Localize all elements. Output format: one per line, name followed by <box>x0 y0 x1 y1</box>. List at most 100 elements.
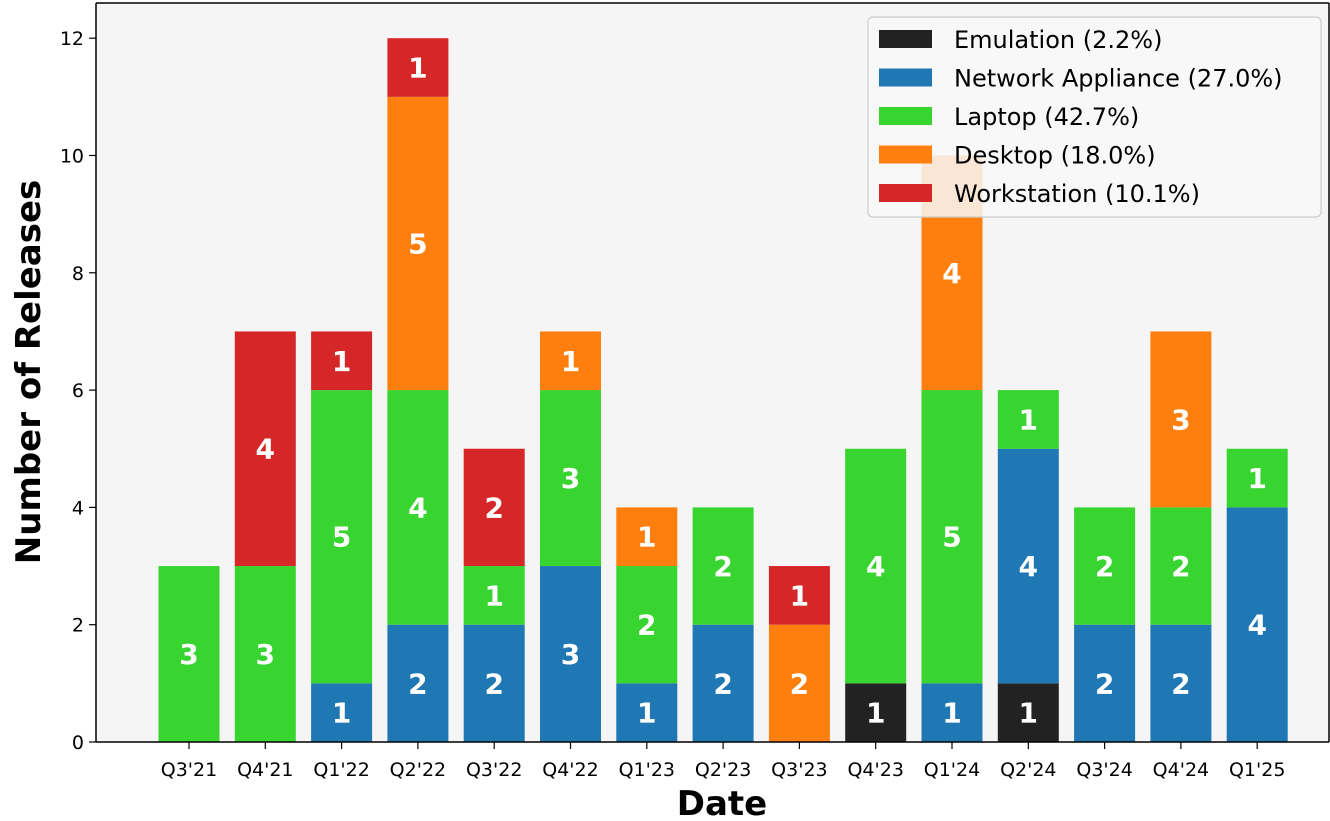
bar-value-label: 2 <box>1095 550 1114 583</box>
bar-value-label: 2 <box>484 667 503 700</box>
bar-value-label: 1 <box>332 345 351 378</box>
bar-value-label: 1 <box>942 697 961 730</box>
bar-value-label: 5 <box>942 521 961 554</box>
y-tick-label: 8 <box>72 263 84 285</box>
bar-segment <box>1074 507 1136 625</box>
bar-value-label: 4 <box>408 491 427 524</box>
y-tick-label: 4 <box>72 497 84 519</box>
bar-segment <box>1226 507 1288 742</box>
bar-segment <box>768 566 830 625</box>
legend-box <box>867 16 1322 218</box>
bar-value-label: 5 <box>332 521 351 554</box>
legend-label: Laptop (42.7%) <box>954 103 1139 131</box>
bar-segment <box>234 566 296 742</box>
bar-segment <box>540 566 601 742</box>
bar-segment <box>311 390 373 684</box>
bar-value-label: 4 <box>942 257 961 290</box>
bar-segment <box>616 507 678 567</box>
bar-segment <box>387 96 449 391</box>
bar-segment <box>616 566 678 684</box>
x-tick-label: Q3'23 <box>771 759 827 781</box>
bar-segment <box>997 448 1059 684</box>
bar-value-label: 1 <box>561 345 580 378</box>
y-axis-title: Number of Releases <box>9 180 49 565</box>
bars-group <box>158 38 1288 742</box>
bar-segment <box>387 624 449 742</box>
y-tick-label: 0 <box>72 732 84 754</box>
bar-segment <box>311 331 373 391</box>
bar-value-label: 1 <box>484 579 503 612</box>
x-tick-label: Q4'24 <box>1153 759 1209 781</box>
bar-value-label: 1 <box>1019 403 1038 436</box>
bar-segment <box>1150 331 1212 508</box>
bar-segment <box>1074 624 1136 742</box>
bar-labels-group: 3 3 4 1 5 1 2 4 5 1 2 1 2 3 3 1 1 2 1 2 2 2 1 1 4 1 5 4 1 4 1 2 2 2 2 3 4 1 <box>179 52 1267 730</box>
bar-value-label: 1 <box>790 579 809 612</box>
legend-label: Emulation (2.2%) <box>954 26 1162 54</box>
legend-label: Desktop (18.0%) <box>954 142 1156 170</box>
bar-segment <box>692 624 754 742</box>
x-tick-label: Q1'23 <box>619 759 675 781</box>
x-tick-label: Q1'25 <box>1229 759 1285 781</box>
bar-segment <box>845 683 907 742</box>
legend-swatch <box>879 145 932 164</box>
legend-label: Workstation (10.1%) <box>954 180 1200 208</box>
y-tick-label: 6 <box>72 380 84 402</box>
bar-value-label: 2 <box>408 667 427 700</box>
bar-value-label: 1 <box>1019 697 1038 730</box>
bar-value-label: 5 <box>408 227 427 260</box>
x-tick-label: Q4'22 <box>542 759 598 781</box>
bar-segment <box>540 331 601 391</box>
x-tick-label: Q1'22 <box>313 759 369 781</box>
x-tick-label: Q2'22 <box>390 759 446 781</box>
bar-value-label: 4 <box>866 550 885 583</box>
bar-value-label: 3 <box>1171 403 1190 436</box>
bar-segment <box>616 683 678 742</box>
bar-value-label: 3 <box>179 638 198 671</box>
bar-value-label: 1 <box>637 521 656 554</box>
bar-value-label: 4 <box>1247 609 1266 642</box>
x-tick-label: Q3'24 <box>1076 759 1132 781</box>
bar-segment <box>311 683 373 742</box>
bar-segment <box>463 448 525 567</box>
bar-segment <box>463 624 525 742</box>
bar-value-label: 1 <box>1247 462 1266 495</box>
bar-value-label: 1 <box>637 697 656 730</box>
bar-value-label: 2 <box>637 609 656 642</box>
bar-value-label: 3 <box>256 638 275 671</box>
legend-swatch <box>879 68 932 87</box>
bar-segment <box>463 566 525 625</box>
y-tick-label: 10 <box>60 145 84 167</box>
x-tick-label: Q3'21 <box>161 759 217 781</box>
legend: Emulation (2.2%) Network Appliance (27.0%… <box>867 16 1322 218</box>
legend-label: Network Appliance (27.0%) <box>954 65 1283 93</box>
bar-segment <box>540 390 601 567</box>
bar-value-label: 1 <box>332 697 351 730</box>
x-tick-label: Q1'24 <box>924 759 980 781</box>
bar-value-label: 3 <box>561 638 580 671</box>
bar-segment <box>692 507 754 625</box>
bar-segment <box>387 38 449 97</box>
y-tick-label: 12 <box>60 28 84 50</box>
x-tick-label: Q2'24 <box>1000 759 1056 781</box>
bar-segment <box>158 566 220 742</box>
bar-value-label: 4 <box>1019 550 1038 583</box>
bar-value-label: 2 <box>1171 667 1190 700</box>
bar-segment <box>845 448 907 684</box>
legend-swatch <box>879 30 932 48</box>
bar-segment <box>921 683 983 742</box>
bar-value-label: 2 <box>713 667 732 700</box>
x-axis-title: Date <box>677 784 767 821</box>
bar-value-label: 2 <box>1095 667 1114 700</box>
bar-segment <box>997 683 1059 742</box>
legend-swatch <box>879 107 932 125</box>
bar-value-label: 2 <box>790 667 809 700</box>
bar-value-label: 2 <box>484 491 503 524</box>
bar-value-label: 3 <box>561 462 580 495</box>
bar-segment <box>768 624 830 742</box>
bar-segment <box>1150 624 1212 742</box>
bar-value-label: 1 <box>408 52 427 85</box>
bar-value-label: 4 <box>256 433 275 466</box>
